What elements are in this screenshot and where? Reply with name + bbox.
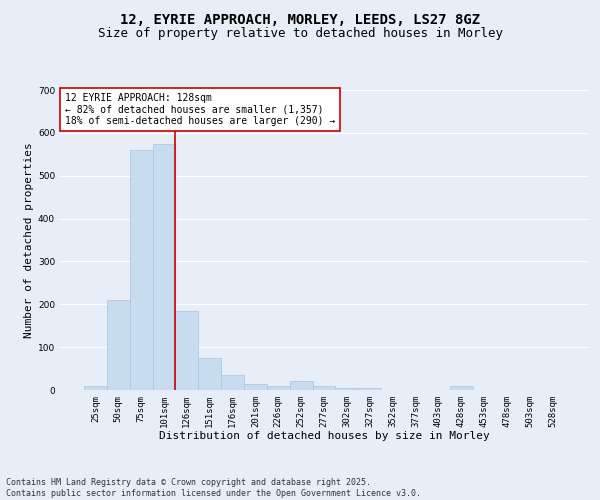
Y-axis label: Number of detached properties: Number of detached properties [24, 142, 34, 338]
Bar [335, 388, 358, 390]
Bar [313, 386, 335, 390]
Bar [152, 144, 175, 390]
Bar [358, 388, 381, 390]
Bar [84, 386, 107, 390]
Text: 12 EYRIE APPROACH: 128sqm
← 82% of detached houses are smaller (1,357)
18% of se: 12 EYRIE APPROACH: 128sqm ← 82% of detac… [65, 93, 335, 126]
Text: 12, EYRIE APPROACH, MORLEY, LEEDS, LS27 8GZ: 12, EYRIE APPROACH, MORLEY, LEEDS, LS27 … [120, 12, 480, 26]
Bar [107, 300, 130, 390]
Bar [198, 358, 221, 390]
Bar [290, 382, 313, 390]
Text: Size of property relative to detached houses in Morley: Size of property relative to detached ho… [97, 28, 503, 40]
Bar [130, 150, 152, 390]
Bar [175, 310, 198, 390]
Bar [267, 386, 290, 390]
X-axis label: Distribution of detached houses by size in Morley: Distribution of detached houses by size … [158, 432, 490, 442]
Text: Contains HM Land Registry data © Crown copyright and database right 2025.
Contai: Contains HM Land Registry data © Crown c… [6, 478, 421, 498]
Bar [221, 375, 244, 390]
Bar [244, 384, 267, 390]
Bar [450, 386, 473, 390]
